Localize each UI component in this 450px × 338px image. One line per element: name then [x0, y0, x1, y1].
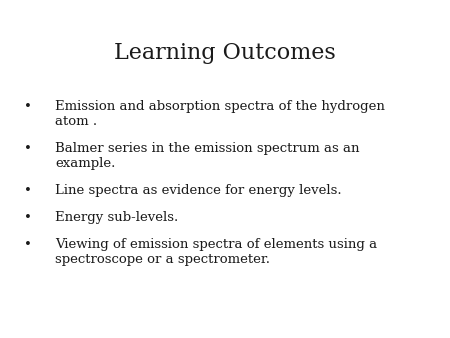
Text: •: •: [24, 142, 32, 155]
Text: example.: example.: [55, 157, 115, 170]
Text: Emission and absorption spectra of the hydrogen: Emission and absorption spectra of the h…: [55, 100, 385, 113]
Text: spectroscope or a spectrometer.: spectroscope or a spectrometer.: [55, 253, 270, 266]
Text: •: •: [24, 100, 32, 113]
Text: Viewing of emission spectra of elements using a: Viewing of emission spectra of elements …: [55, 238, 377, 251]
Text: •: •: [24, 238, 32, 251]
Text: Learning Outcomes: Learning Outcomes: [114, 42, 336, 64]
Text: Energy sub-levels.: Energy sub-levels.: [55, 211, 178, 224]
Text: Balmer series in the emission spectrum as an: Balmer series in the emission spectrum a…: [55, 142, 360, 155]
Text: •: •: [24, 184, 32, 197]
Text: atom .: atom .: [55, 115, 97, 128]
Text: Line spectra as evidence for energy levels.: Line spectra as evidence for energy leve…: [55, 184, 342, 197]
Text: •: •: [24, 211, 32, 224]
